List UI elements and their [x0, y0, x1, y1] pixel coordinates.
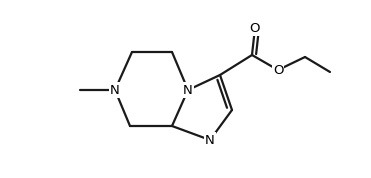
- Text: O: O: [273, 64, 283, 77]
- Text: N: N: [183, 83, 193, 96]
- Text: N: N: [205, 134, 215, 146]
- Text: N: N: [110, 83, 120, 96]
- Text: O: O: [250, 22, 260, 35]
